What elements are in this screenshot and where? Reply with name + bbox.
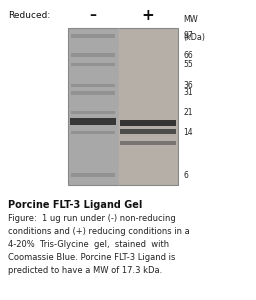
Text: Coomassie Blue. Porcine FLT-3 Ligand is: Coomassie Blue. Porcine FLT-3 Ligand is: [8, 253, 175, 262]
Text: 21: 21: [183, 108, 193, 117]
Bar: [71, 53, 115, 57]
Text: 55: 55: [183, 60, 193, 69]
Text: MW: MW: [183, 15, 198, 24]
Bar: [120, 130, 176, 134]
Text: predicted to have a MW of 17.3 kDa.: predicted to have a MW of 17.3 kDa.: [8, 266, 162, 275]
Bar: [71, 91, 115, 95]
Bar: [120, 120, 176, 126]
Text: Figure:  1 ug run under (-) non-reducing: Figure: 1 ug run under (-) non-reducing: [8, 214, 176, 223]
Text: 31: 31: [183, 88, 193, 98]
Bar: [71, 34, 115, 38]
Bar: [70, 118, 116, 125]
Bar: [71, 131, 115, 134]
Bar: [68, 28, 118, 185]
Bar: [71, 111, 115, 114]
Text: 14: 14: [183, 128, 193, 137]
Text: –: –: [90, 8, 97, 22]
Text: 66: 66: [183, 51, 193, 60]
Bar: [120, 140, 176, 145]
Bar: [118, 28, 178, 185]
Text: 6: 6: [183, 170, 188, 179]
Text: 4-20%  Tris-Glycine  gel,  stained  with: 4-20% Tris-Glycine gel, stained with: [8, 240, 169, 249]
Text: +: +: [142, 8, 154, 23]
Text: Reduced:: Reduced:: [8, 11, 50, 20]
Bar: [71, 84, 115, 87]
Text: conditions and (+) reducing conditions in a: conditions and (+) reducing conditions i…: [8, 227, 190, 236]
Text: (kDa): (kDa): [183, 33, 205, 42]
Bar: [71, 63, 115, 66]
Bar: [68, 28, 178, 185]
Text: 36: 36: [183, 81, 193, 90]
Text: Porcine FLT-3 Ligand Gel: Porcine FLT-3 Ligand Gel: [8, 200, 142, 210]
Bar: [71, 173, 115, 177]
Text: 97: 97: [183, 32, 193, 40]
